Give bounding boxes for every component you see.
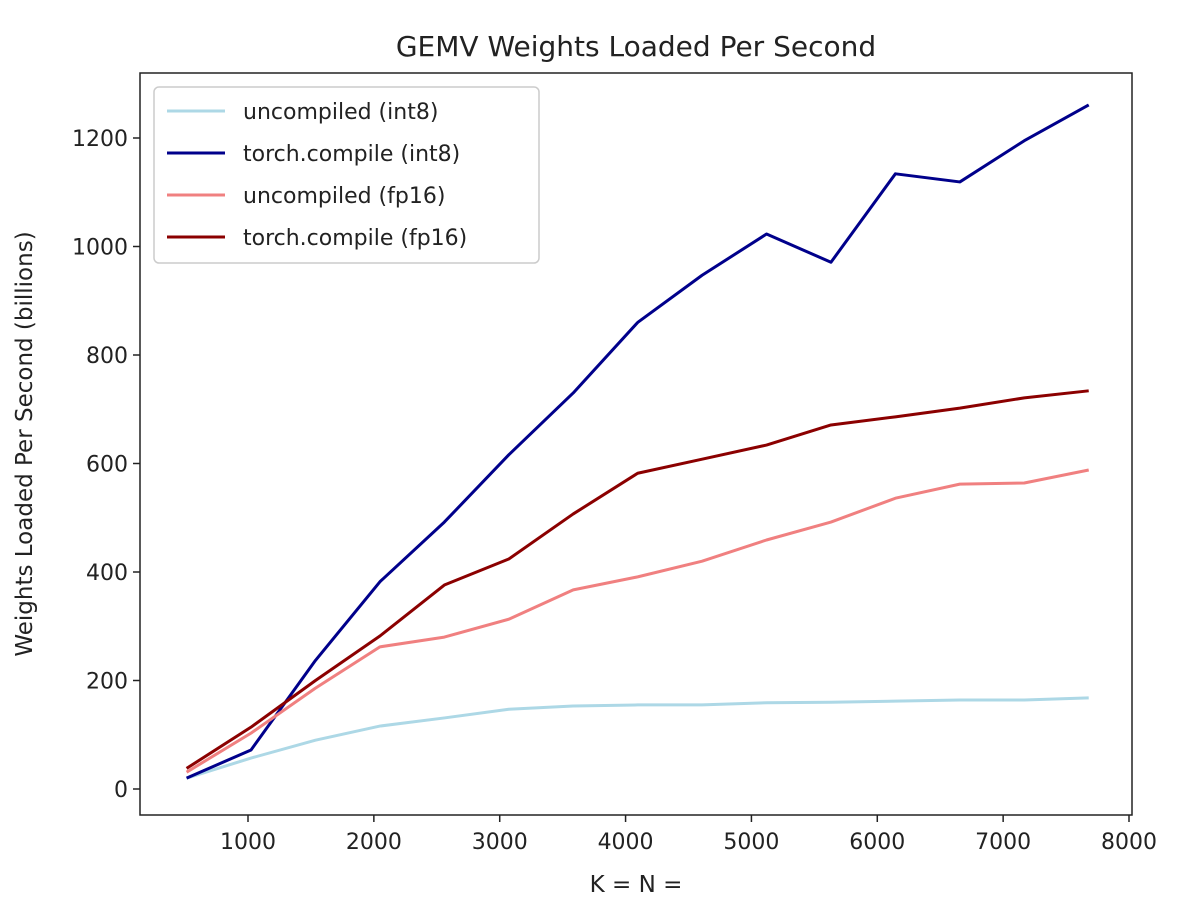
x-tick-label: 2000 <box>346 830 402 855</box>
series-line-2 <box>185 468 1090 774</box>
x-tick-label: 6000 <box>849 830 905 855</box>
y-tick-label: 1000 <box>72 236 128 261</box>
x-tick-label: 4000 <box>598 830 654 855</box>
y-tick-label: 800 <box>86 344 128 369</box>
legend-box <box>153 86 540 264</box>
series-line-1 <box>185 103 1090 780</box>
legend-entry: uncompiled (int8) <box>243 100 438 125</box>
plot-frame <box>139 72 1133 816</box>
y-tick-label: 1200 <box>72 127 128 152</box>
y-tick-label: 0 <box>114 778 128 803</box>
x-tick-label: 5000 <box>723 830 779 855</box>
legend: uncompiled (int8) torch.compile (int8) unc… <box>153 86 540 264</box>
y-tick-label: 400 <box>86 561 128 586</box>
series-line-0 <box>186 696 1089 780</box>
x-tick-label: 3000 <box>472 830 528 855</box>
legend-entry: torch.compile (fp16) <box>243 226 467 251</box>
y-tick-label: 600 <box>86 453 128 478</box>
legend-entry: uncompiled (fp16) <box>243 184 445 209</box>
x-tick-label: 8000 <box>1101 830 1157 855</box>
legend-entry: torch.compile (int8) <box>243 142 460 167</box>
y-tick-label: 200 <box>86 670 128 695</box>
y-axis-label: Weights Loaded Per Second (billions) <box>12 231 38 656</box>
x-tick-label: 1000 <box>220 830 276 855</box>
chart-title: GEMV Weights Loaded Per Second <box>396 30 876 63</box>
series-line-3 <box>185 389 1089 770</box>
x-axis-label: K = N = <box>590 872 683 898</box>
x-tick-label: 7000 <box>975 830 1031 855</box>
